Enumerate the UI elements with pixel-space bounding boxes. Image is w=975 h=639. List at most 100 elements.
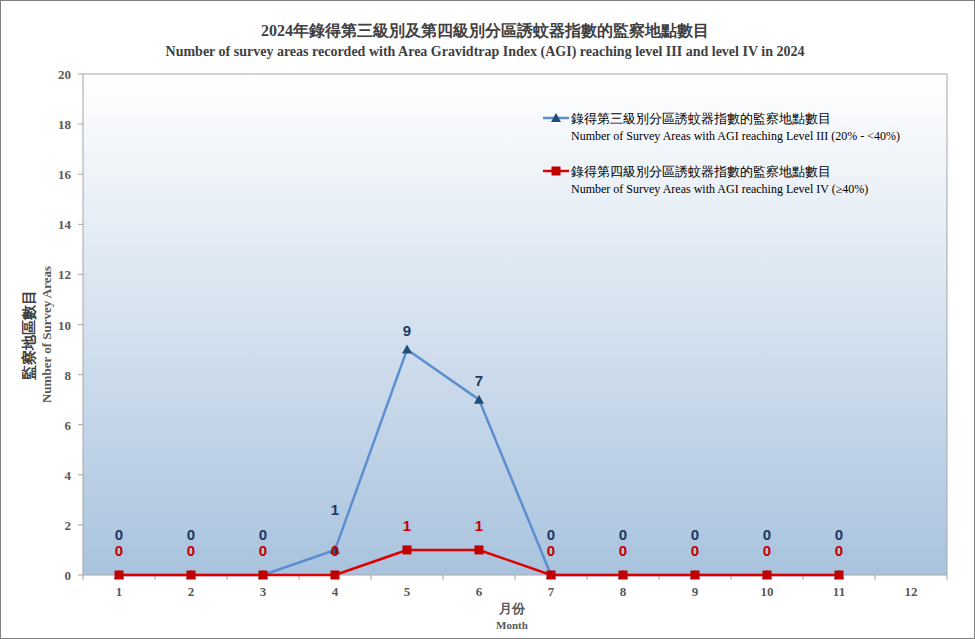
- x-tick-boundary: [83, 575, 84, 580]
- data-label: 0: [691, 526, 699, 543]
- plot-data: [114, 345, 844, 580]
- marker: [402, 345, 412, 354]
- x-tick-label: 10: [761, 584, 774, 599]
- data-label: 9: [403, 322, 411, 339]
- x-tick-label: 8: [620, 584, 627, 599]
- y-tick-label: 4: [65, 468, 72, 483]
- y-tick: [78, 524, 83, 525]
- marker: [475, 545, 484, 554]
- data-label: 0: [259, 526, 267, 543]
- data-label: 1: [331, 501, 339, 518]
- marker: [763, 571, 772, 580]
- x-tick-boundary: [515, 575, 516, 580]
- y-tick: [78, 324, 83, 325]
- y-tick: [78, 374, 83, 375]
- plot-area: [83, 74, 947, 575]
- marker: [691, 571, 700, 580]
- marker: [186, 570, 196, 579]
- marker: [258, 570, 268, 579]
- x-tick-boundary: [947, 575, 948, 580]
- x-tick-label: 5: [404, 584, 411, 599]
- y-tick: [78, 174, 83, 175]
- data-label: 0: [187, 542, 195, 559]
- x-tick-label: 11: [833, 584, 845, 599]
- y-tick-label: 2: [65, 518, 72, 533]
- marker: [331, 571, 340, 580]
- y-tick: [78, 124, 83, 125]
- subtitle: Number of survey areas recorded with Are…: [166, 44, 805, 60]
- x-tick-label: 3: [260, 584, 267, 599]
- x-tick-label: 12: [905, 584, 918, 599]
- data-label: 0: [115, 526, 123, 543]
- x-tick-label: 9: [692, 584, 699, 599]
- marker: [547, 571, 556, 580]
- x-tick-boundary: [443, 575, 444, 580]
- marker: [834, 570, 844, 579]
- data-label: 0: [763, 542, 771, 559]
- chart-wrap: 2024年錄得第三級別及第四級別分區誘蚊器指數的監察地點數目 Number of …: [0, 0, 975, 639]
- x-tick-label: 4: [332, 584, 339, 599]
- data-label: 0: [619, 542, 627, 559]
- marker: [762, 570, 772, 579]
- x-label: 月份: [498, 601, 526, 616]
- data-label: 0: [331, 542, 339, 559]
- x-tick-boundary: [371, 575, 372, 580]
- y-tick: [78, 224, 83, 225]
- marker: [618, 570, 628, 579]
- chart: 2024年錄得第三級別及第四級別分區誘蚊器指數的監察地點數目 Number of …: [0, 0, 975, 639]
- data-labels: 0001970000000001100000: [115, 322, 843, 559]
- x-tick-boundary: [875, 575, 876, 580]
- x-tick-label: 7: [548, 584, 555, 599]
- marker: [690, 570, 700, 579]
- data-label: 0: [619, 526, 627, 543]
- marker: [619, 571, 628, 580]
- y-tick-label: 14: [58, 217, 72, 232]
- marker: [546, 570, 556, 579]
- x-label: Month: [496, 619, 528, 631]
- series-line: [119, 350, 839, 575]
- data-label: 1: [475, 517, 483, 534]
- y-tick: [78, 74, 83, 75]
- data-label: 0: [187, 526, 195, 543]
- marker: [114, 570, 124, 579]
- data-label: 0: [259, 542, 267, 559]
- y-tick: [78, 274, 83, 275]
- data-label: 1: [403, 517, 411, 534]
- data-label: 0: [691, 542, 699, 559]
- data-label: 0: [835, 542, 843, 559]
- y-label: 監察地區數目: [20, 290, 37, 380]
- legend-marker: [551, 113, 561, 122]
- y-tick-label: 0: [65, 568, 72, 583]
- x-tick-label: 6: [476, 584, 483, 599]
- data-label: 0: [115, 542, 123, 559]
- x-tick-label: 2: [188, 584, 195, 599]
- outer-frame: [1, 1, 975, 639]
- y-label: Number of Survey Areas: [39, 266, 54, 403]
- x-tick-label: 1: [116, 584, 123, 599]
- legend-text: 錄得第四級別分區誘蚊器指數的監察地點數目: [571, 164, 831, 179]
- y-tick: [78, 575, 83, 576]
- legend-text: 錄得第三級別分區誘蚊器指數的監察地點數目: [571, 111, 831, 126]
- y-tick: [78, 424, 83, 425]
- legend: 錄得第三級別分區誘蚊器指數的監察地點數目 Number of Survey Are…: [543, 111, 900, 196]
- y-tick-label: 20: [58, 67, 71, 82]
- marker: [835, 571, 844, 580]
- data-label: 7: [475, 372, 483, 389]
- marker: [187, 571, 196, 580]
- title: 2024年錄得第三級別及第四級別分區誘蚊器指數的監察地點數目: [261, 21, 709, 39]
- legend-text: Number of Survey Areas with AGI reaching…: [571, 182, 868, 196]
- data-label: 0: [835, 526, 843, 543]
- y-tick-label: 16: [58, 167, 72, 182]
- y-tick-label: 10: [58, 318, 71, 333]
- marker: [115, 571, 124, 580]
- y-tick-label: 8: [65, 368, 72, 383]
- data-label: 0: [763, 526, 771, 543]
- legend-marker: [552, 167, 561, 176]
- marker: [474, 395, 484, 404]
- y-tick: [78, 474, 83, 475]
- y-tick-label: 12: [58, 267, 71, 282]
- marker: [403, 545, 412, 554]
- data-label: 0: [547, 542, 555, 559]
- data-label: 0: [547, 526, 555, 543]
- marker: [259, 571, 268, 580]
